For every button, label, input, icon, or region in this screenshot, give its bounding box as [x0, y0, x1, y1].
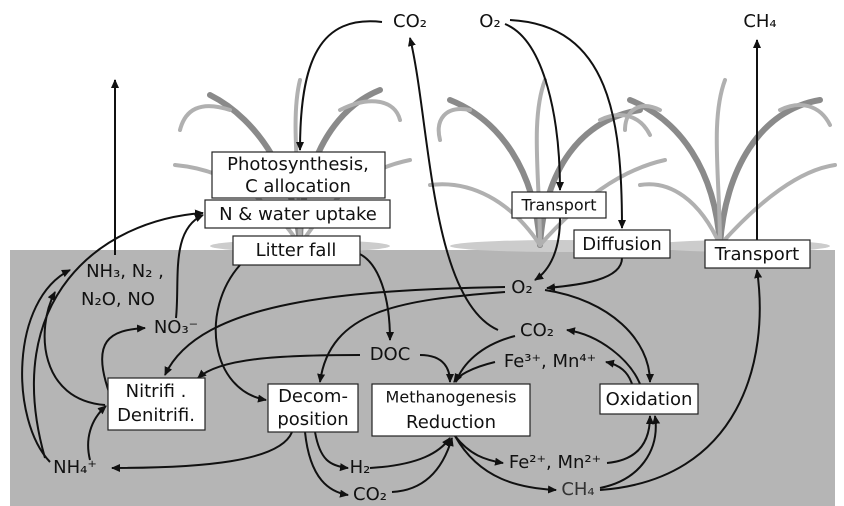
- label: CO₂: [393, 11, 427, 32]
- box-label: Transport: [714, 244, 799, 265]
- box: Nitrifi . Denitrifi.: [107, 377, 206, 431]
- label: CH₄: [561, 479, 594, 500]
- box-label: position: [277, 409, 348, 430]
- label: CH₄: [743, 11, 776, 32]
- label: CO₂: [520, 320, 554, 341]
- arrows: [21, 19, 763, 498]
- box: Decom- position: [267, 383, 359, 433]
- box: Diffusion: [573, 229, 671, 259]
- box-label: Decom-: [278, 386, 348, 407]
- box-label: Photosynthesis,: [227, 154, 369, 175]
- box: N & water uptake: [204, 199, 391, 229]
- label: DOC: [370, 344, 411, 365]
- label: NH₄⁺: [53, 457, 97, 478]
- box-label: Methanogenesis: [386, 388, 517, 407]
- box: Transport: [704, 239, 811, 269]
- label: NO₃⁻: [154, 317, 198, 338]
- label: NH₃, N₂ ,: [86, 261, 164, 282]
- label: H₂: [350, 457, 371, 478]
- box-label: Transport: [520, 196, 596, 215]
- process-boxes: Photosynthesis, C allocation N & water u…: [107, 151, 811, 437]
- label: CO₂: [353, 484, 387, 505]
- label: Fe²⁺, Mn²⁺: [509, 452, 601, 473]
- box-label: Nitrifi .: [126, 381, 187, 402]
- box: Oxidation: [599, 383, 699, 415]
- box-label: Reduction: [406, 412, 496, 433]
- box-label: C allocation: [245, 176, 351, 197]
- box: Litter fall: [232, 235, 361, 266]
- box-label: N & water uptake: [219, 204, 377, 225]
- species-labels: CO₂ O₂ CH₄ NH₃, N₂ , N₂O, NO NO₃⁻ O₂ CO₂…: [53, 11, 777, 505]
- label: O₂: [511, 277, 532, 298]
- label: N₂O, NO: [81, 289, 155, 310]
- box: Methanogenesis Reduction: [371, 383, 531, 437]
- box-label: Denitrifi.: [117, 405, 195, 426]
- box: Transport: [511, 191, 607, 219]
- box-label: Oxidation: [606, 389, 693, 410]
- label: Fe³⁺, Mn⁴⁺: [504, 351, 596, 372]
- box: Photosynthesis, C allocation: [211, 151, 386, 199]
- box-label: Diffusion: [582, 234, 661, 255]
- box-label: Litter fall: [256, 240, 337, 261]
- label: O₂: [479, 11, 500, 32]
